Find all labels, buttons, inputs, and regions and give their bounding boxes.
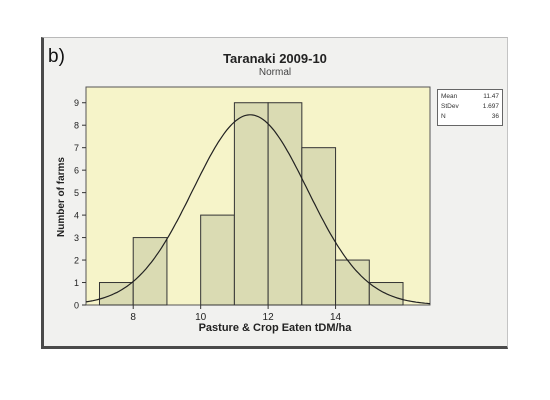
stats-value-n: 36 (491, 113, 499, 120)
y-tick-label: 4 (74, 211, 79, 221)
stats-label-n: N (441, 113, 446, 120)
stats-legend-box: Mean 11.47 StDev 1.697 N 36 (437, 89, 503, 126)
histogram-bar-6 (301, 147, 337, 306)
chart-title: Taranaki 2009-10 (223, 51, 327, 66)
stats-label-stdev: StDev (441, 103, 459, 110)
y-tick-label: 9 (74, 98, 79, 108)
y-tick-label: 6 (74, 166, 79, 176)
x-tick-label: 8 (130, 312, 136, 323)
y-tick-label: 3 (74, 233, 79, 243)
stats-value-mean: 11.47 (483, 93, 499, 100)
stats-value-stdev: 1.697 (482, 103, 499, 110)
x-tick-label: 10 (195, 312, 207, 323)
y-tick-label: 0 (74, 301, 79, 311)
y-tick-label: 1 (74, 278, 79, 288)
x-axis-label: Pasture & Crop Eaten tDM/ha (198, 322, 352, 334)
histogram-bar-4 (233, 102, 269, 306)
panel-label: b) (48, 46, 65, 67)
x-tick-label: 12 (263, 312, 275, 323)
y-axis-label: Number of farms (56, 157, 67, 238)
y-tick-label: 7 (74, 143, 79, 153)
stats-row-n: N 36 (441, 112, 499, 122)
normal-fit-curve (85, 114, 431, 305)
histogram-bar-7 (335, 259, 370, 306)
y-tick-label: 5 (74, 188, 79, 198)
chart-subtitle: Normal (258, 67, 292, 78)
stats-label-mean: Mean (441, 93, 458, 100)
x-tick-label: 14 (330, 312, 342, 323)
y-tick-label: 8 (74, 121, 79, 131)
stats-row-mean: Mean 11.47 (441, 92, 499, 102)
stats-row-stdev: StDev 1.697 (441, 102, 499, 112)
y-tick-label: 2 (74, 256, 79, 266)
histogram-bar-3 (200, 214, 235, 306)
histogram-bar-5 (267, 102, 303, 306)
